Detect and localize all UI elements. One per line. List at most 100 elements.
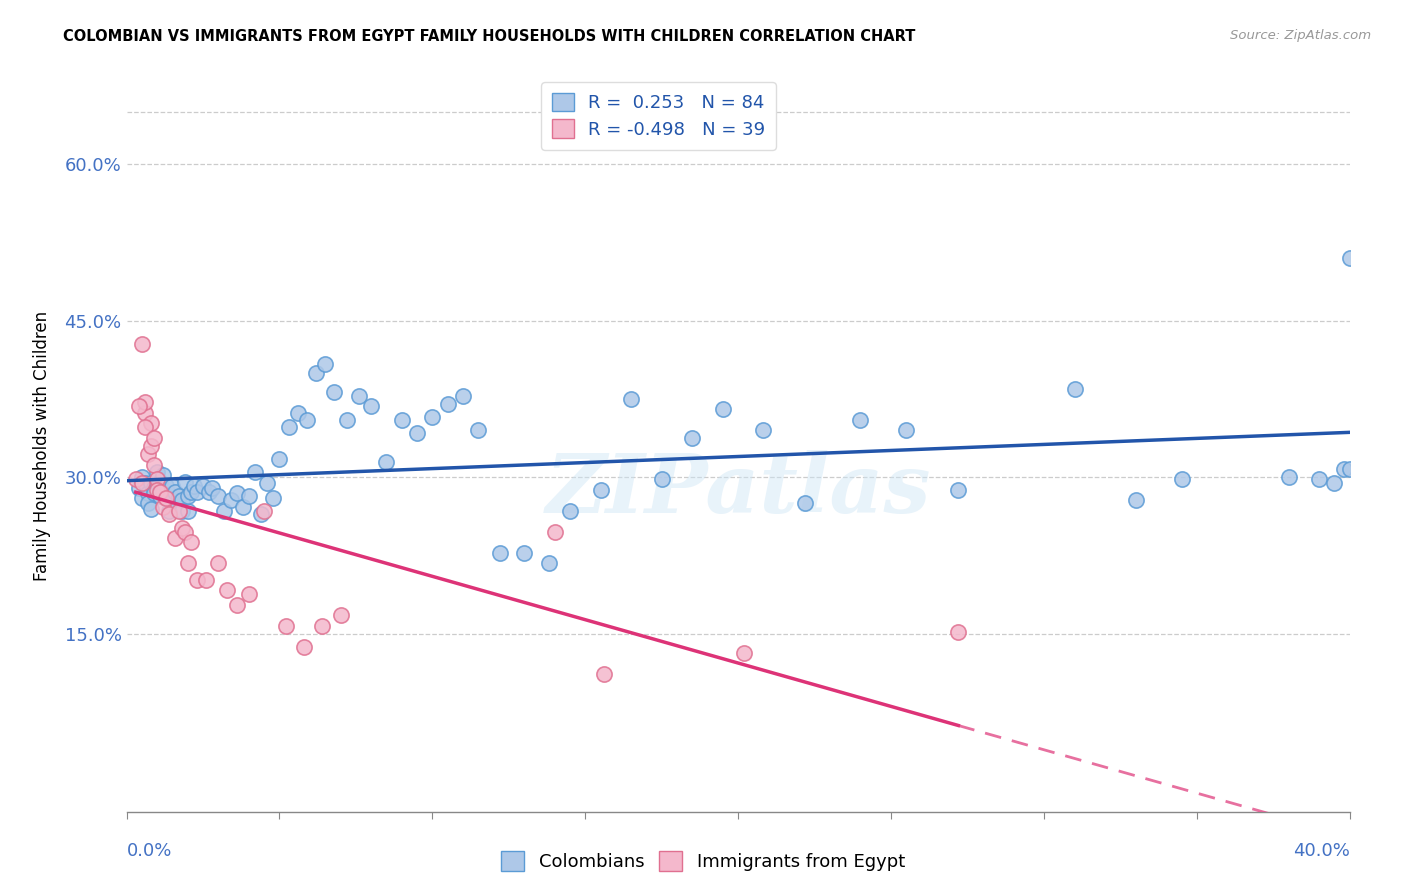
Point — [513, 545, 536, 559]
Point — [143, 458, 166, 472]
Point — [292, 640, 315, 654]
Point — [195, 573, 218, 587]
Point — [1339, 251, 1361, 265]
Point — [173, 524, 195, 539]
Point — [131, 475, 153, 490]
Point — [152, 468, 174, 483]
Point — [139, 439, 162, 453]
Point — [136, 447, 159, 461]
Point — [336, 413, 359, 427]
Point — [238, 489, 260, 503]
Point — [558, 504, 581, 518]
Point — [162, 479, 184, 493]
Point — [375, 455, 398, 469]
Point — [165, 531, 187, 545]
Point — [1170, 472, 1192, 486]
Point — [422, 409, 444, 424]
Text: 40.0%: 40.0% — [1294, 842, 1350, 860]
Point — [225, 486, 247, 500]
Point — [170, 504, 193, 518]
Point — [305, 366, 328, 380]
Point — [1339, 462, 1361, 476]
Point — [329, 608, 352, 623]
Point — [1063, 382, 1085, 396]
Point — [186, 573, 208, 587]
Point — [651, 472, 673, 486]
Point — [139, 475, 162, 490]
Point — [134, 406, 156, 420]
Point — [152, 500, 174, 514]
Point — [155, 491, 177, 506]
Point — [311, 618, 333, 632]
Text: Source: ZipAtlas.com: Source: ZipAtlas.com — [1230, 29, 1371, 42]
Point — [125, 472, 148, 486]
Point — [143, 431, 166, 445]
Point — [896, 423, 918, 437]
Point — [620, 392, 643, 406]
Point — [537, 556, 560, 570]
Point — [214, 504, 236, 518]
Point — [146, 472, 169, 486]
Point — [1125, 493, 1147, 508]
Point — [146, 465, 169, 479]
Point — [149, 485, 172, 500]
Point — [134, 395, 156, 409]
Point — [180, 535, 202, 549]
Point — [406, 426, 429, 441]
Point — [295, 413, 318, 427]
Point — [711, 402, 734, 417]
Point — [207, 489, 229, 503]
Point — [134, 420, 156, 434]
Point — [1277, 470, 1299, 484]
Text: COLOMBIAN VS IMMIGRANTS FROM EGYPT FAMILY HOUSEHOLDS WITH CHILDREN CORRELATION C: COLOMBIAN VS IMMIGRANTS FROM EGYPT FAMIL… — [63, 29, 915, 44]
Point — [314, 358, 336, 372]
Point — [139, 416, 162, 430]
Point — [146, 483, 169, 497]
Point — [177, 556, 200, 570]
Point — [225, 598, 247, 612]
Point — [177, 489, 200, 503]
Point — [250, 507, 273, 521]
Point — [243, 465, 266, 479]
Point — [165, 485, 187, 500]
Point — [391, 413, 413, 427]
Point — [157, 504, 180, 518]
Point — [139, 501, 162, 516]
Point — [360, 399, 382, 413]
Point — [131, 336, 153, 351]
Point — [1323, 475, 1346, 490]
Point — [436, 397, 458, 411]
Point — [170, 493, 193, 508]
Point — [347, 389, 370, 403]
Point — [134, 475, 156, 490]
Point — [155, 491, 177, 506]
Point — [136, 486, 159, 500]
Point — [128, 399, 150, 413]
Point — [1333, 462, 1355, 476]
Point — [589, 483, 612, 497]
Point — [238, 587, 260, 601]
Point — [198, 485, 221, 500]
Point — [451, 389, 474, 403]
Point — [146, 475, 169, 490]
Point — [681, 431, 703, 445]
Point — [253, 504, 276, 518]
Point — [543, 524, 565, 539]
Point — [162, 493, 184, 508]
Point — [256, 475, 278, 490]
Point — [149, 475, 172, 489]
Point — [948, 625, 970, 640]
Point — [180, 485, 202, 500]
Point — [136, 496, 159, 510]
Point — [143, 486, 166, 500]
Point — [177, 504, 200, 518]
Point — [262, 491, 284, 506]
Legend: Colombians, Immigrants from Egypt: Colombians, Immigrants from Egypt — [494, 844, 912, 879]
Point — [277, 420, 299, 434]
Point — [269, 451, 291, 466]
Text: ZIPatlas: ZIPatlas — [546, 450, 931, 530]
Point — [201, 481, 224, 495]
Point — [849, 413, 872, 427]
Point — [733, 646, 755, 660]
Point — [323, 384, 346, 399]
